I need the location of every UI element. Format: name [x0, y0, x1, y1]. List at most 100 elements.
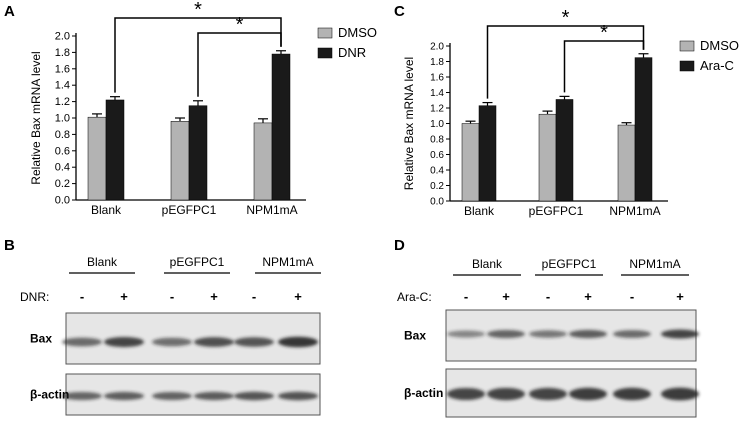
- blot-band: [447, 387, 485, 401]
- y-tick-label: 0.0: [430, 197, 444, 208]
- bar-ara-c: [478, 105, 497, 202]
- blot-lane-sign: +: [676, 289, 684, 304]
- bar-ara-c: [555, 99, 574, 202]
- legend-label-ara-c: Ara-C: [700, 58, 734, 73]
- y-tick-label: 1.6: [55, 63, 70, 75]
- blot-band: [529, 330, 567, 338]
- blot-lane-sign: +: [502, 289, 510, 304]
- blot-band: [152, 337, 192, 347]
- blot-membrane: [65, 312, 321, 365]
- blot-band: [62, 337, 102, 347]
- y-tick-label: 1.0: [430, 119, 444, 130]
- blot-band: [278, 336, 318, 348]
- blot-lane-sign: +: [584, 289, 592, 304]
- western-blot-b: Blank pEGFPC1 NPM1mA DNR: - + - + - + Bax β-actin: [20, 255, 321, 416]
- blot-band: [487, 330, 525, 338]
- blot-lane-sign: -: [170, 289, 174, 304]
- y-tick-label: 0.4: [430, 166, 444, 177]
- panel-letter-d: D: [394, 237, 405, 254]
- blot-band: [278, 391, 318, 401]
- blot-band: [661, 387, 699, 401]
- blot-band: [613, 387, 651, 401]
- category-label: Blank: [464, 204, 495, 218]
- blot-group-label: Blank: [472, 257, 503, 271]
- blot-group-label: pEGFPC1: [170, 255, 225, 269]
- bar-ara-c: [634, 57, 653, 202]
- legend-swatch-dnr: [317, 47, 333, 59]
- bar-chart-c: 0.0 0.2 0.4 0.6 0.8 1.0 1.2 1.4 1.6 1.8 2.0 Relativ…: [402, 7, 739, 218]
- legend-label-dmso: DMSO: [338, 25, 377, 40]
- blot-band: [613, 330, 651, 338]
- y-tick-label: 1.8: [430, 57, 444, 68]
- y-tick-label: 1.4: [55, 80, 70, 92]
- y-tick-label: 0.0: [55, 195, 70, 207]
- bar-dmso: [461, 123, 480, 202]
- blot-band: [194, 391, 234, 401]
- bar-dmso: [170, 121, 190, 201]
- y-tick-label: 1.0: [55, 113, 70, 125]
- significance-star: *: [600, 22, 608, 44]
- legend-swatch-dmso: [679, 40, 695, 52]
- legend-swatch-ara-c: [679, 60, 695, 72]
- legend-swatch-dmso: [317, 27, 333, 39]
- blot-band: [569, 387, 607, 401]
- blot-band: [104, 336, 144, 348]
- blot-lane-sign: +: [210, 289, 218, 304]
- significance-star: *: [562, 7, 570, 29]
- significance-bracket: [563, 40, 645, 93]
- blot-band: [569, 329, 607, 339]
- blot-band: [152, 391, 192, 401]
- category-label: pEGFPC1: [529, 204, 584, 218]
- bar-dmso: [538, 113, 557, 202]
- western-blot-d: Blank pEGFPC1 NPM1mA Ara-C: - + - + - + Bax β-actin: [397, 257, 699, 418]
- category-label: Blank: [91, 203, 122, 217]
- y-tick-label: 0.8: [55, 129, 70, 141]
- y-axis-label: Relative Bax mRNA level: [402, 57, 416, 190]
- blot-group-label: pEGFPC1: [542, 257, 597, 271]
- blot-lane-sign: -: [464, 289, 468, 304]
- y-tick-label: 1.6: [430, 73, 444, 84]
- blot-band: [234, 337, 274, 347]
- y-tick-label: 1.2: [55, 96, 70, 108]
- blot-row-label: β-actin: [404, 386, 443, 400]
- category-label: NPM1mA: [609, 204, 660, 218]
- panel-letter-c: C: [394, 3, 405, 20]
- y-tick-label: 0.4: [55, 162, 70, 174]
- blot-band: [529, 387, 567, 401]
- blot-lane-sign: -: [252, 289, 256, 304]
- bar-dmso: [253, 122, 273, 201]
- blot-band: [104, 391, 144, 401]
- blot-group-label: NPM1mA: [262, 255, 313, 269]
- category-label: NPM1mA: [246, 203, 297, 217]
- blot-lane-sign: +: [120, 289, 128, 304]
- y-tick-label: 1.2: [430, 104, 444, 115]
- blot-lane-sign: -: [546, 289, 550, 304]
- bar-dmso: [617, 124, 636, 202]
- y-tick-label: 2.0: [55, 31, 70, 43]
- blot-lane-sign: -: [80, 289, 84, 304]
- blot-row-label: Bax: [404, 329, 426, 343]
- blot-treatment-label: Ara-C:: [397, 290, 432, 304]
- blot-lane-sign: +: [294, 289, 302, 304]
- significance-bracket: [486, 25, 645, 99]
- blot-group-label: Blank: [87, 255, 118, 269]
- blot-band: [194, 337, 234, 347]
- y-tick-label: 2.0: [430, 42, 444, 53]
- category-label: pEGFPC1: [162, 203, 217, 217]
- significance-bracket: [197, 32, 282, 97]
- bar-dnr: [105, 99, 125, 201]
- significance-star: *: [194, 0, 202, 21]
- y-tick-label: 0.2: [55, 178, 70, 190]
- y-tick-label: 0.6: [430, 150, 444, 161]
- blot-band: [447, 330, 485, 338]
- blot-treatment-label: DNR:: [20, 290, 49, 304]
- blot-band: [661, 329, 699, 339]
- blot-band: [62, 392, 102, 400]
- bar-dmso: [87, 116, 107, 201]
- blot-row-label: β-actin: [30, 388, 69, 402]
- y-axis-label: Relative Bax mRNA level: [29, 51, 43, 184]
- blot-lane-sign: -: [630, 289, 634, 304]
- significance-star: *: [236, 14, 244, 36]
- legend-label-dnr: DNR: [338, 45, 366, 60]
